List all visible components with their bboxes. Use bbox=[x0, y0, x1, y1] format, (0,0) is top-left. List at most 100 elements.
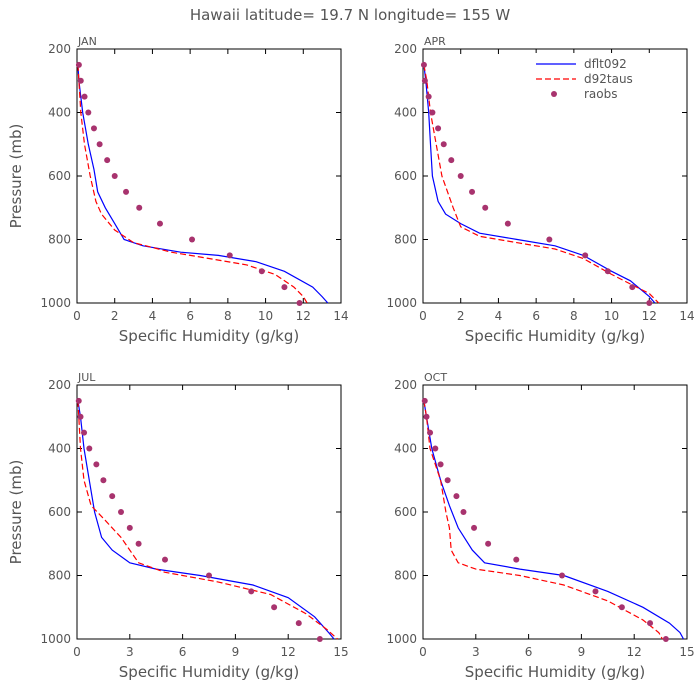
raobs-point bbox=[156, 220, 163, 227]
raobs-point bbox=[421, 397, 428, 404]
x-tick-label: 2 bbox=[457, 309, 465, 323]
raobs-point bbox=[258, 268, 265, 275]
plot-frame bbox=[76, 384, 342, 640]
panel-month-label: OCT bbox=[424, 371, 447, 384]
raobs-point bbox=[206, 572, 212, 579]
y-tick-label: 400 bbox=[394, 106, 417, 120]
raobs-point bbox=[504, 220, 511, 227]
raobs-point bbox=[646, 300, 653, 306]
raobs-point bbox=[662, 636, 669, 642]
x-tick-label: 2 bbox=[111, 309, 119, 323]
x-axis-label: Specific Humidity (g/kg) bbox=[119, 327, 299, 345]
series-line-d92taus bbox=[77, 400, 338, 640]
raobs-point bbox=[448, 157, 455, 164]
raobs-point bbox=[135, 540, 142, 547]
series-line-d92taus bbox=[423, 400, 663, 640]
series-line-dflt092 bbox=[77, 64, 329, 304]
series-line-dflt092 bbox=[423, 64, 656, 304]
x-tick-label: 0 bbox=[419, 645, 427, 659]
raobs-point bbox=[248, 588, 255, 595]
raobs-point bbox=[296, 300, 303, 306]
raobs-point bbox=[111, 173, 118, 179]
y-tick-label: 1000 bbox=[40, 632, 71, 646]
raobs-point bbox=[559, 572, 566, 579]
x-tick-label: 4 bbox=[149, 309, 157, 323]
panel-month-label: JUL bbox=[77, 371, 96, 384]
series-line-dflt092 bbox=[77, 400, 335, 640]
y-tick-label: 200 bbox=[48, 42, 71, 56]
legend-box bbox=[532, 53, 683, 101]
x-tick-label: 15 bbox=[333, 645, 348, 659]
raobs-point bbox=[271, 604, 278, 611]
y-tick-label: 400 bbox=[48, 106, 71, 120]
x-tick-label: 8 bbox=[224, 309, 232, 323]
series-line-d92taus bbox=[77, 64, 308, 304]
x-tick-label: 12 bbox=[627, 645, 642, 659]
x-tick-label: 10 bbox=[604, 309, 619, 323]
x-tick-label: 0 bbox=[419, 309, 427, 323]
raobs-point bbox=[136, 204, 143, 211]
raobs-point bbox=[86, 445, 93, 452]
panel-month-label: APR bbox=[424, 35, 446, 48]
raobs-point bbox=[281, 284, 288, 291]
y-tick-label: 200 bbox=[48, 378, 71, 392]
y-tick-label: 400 bbox=[394, 442, 417, 456]
raobs-point bbox=[118, 509, 124, 515]
x-axis-label: Specific Humidity (g/kg) bbox=[119, 663, 299, 681]
x-tick-label: 12 bbox=[281, 645, 296, 659]
raobs-point bbox=[457, 173, 464, 179]
raobs-point bbox=[75, 61, 82, 68]
x-tick-label: 10 bbox=[258, 309, 273, 323]
legend-label-d92taus: d92taus bbox=[584, 72, 633, 86]
raobs-point bbox=[444, 477, 451, 484]
raobs-point bbox=[453, 493, 460, 500]
x-tick-label: 6 bbox=[186, 309, 194, 323]
raobs-point bbox=[162, 556, 168, 563]
legend-label-raobs: raobs bbox=[584, 87, 618, 101]
raobs-point bbox=[123, 188, 130, 195]
x-tick-label: 6 bbox=[525, 645, 533, 659]
raobs-point bbox=[432, 445, 439, 452]
raobs-point bbox=[437, 461, 444, 468]
raobs-point bbox=[96, 141, 103, 148]
panel-oct: OCT 0 3 6 9 12 15 200 400 600 800 1000 Specific Humi… bbox=[386, 371, 694, 681]
raobs-point bbox=[75, 397, 82, 404]
raobs-point bbox=[295, 620, 302, 627]
y-tick-label: 600 bbox=[394, 169, 417, 183]
legend-label-dflt092: dflt092 bbox=[584, 57, 627, 71]
x-tick-label: 4 bbox=[495, 309, 503, 323]
series-line-dflt092 bbox=[423, 400, 685, 640]
y-axis-label: Pressure (mb) bbox=[7, 460, 25, 565]
raobs-point bbox=[546, 236, 553, 243]
raobs-point bbox=[460, 509, 467, 515]
y-tick-label: 1000 bbox=[386, 632, 417, 646]
panel-jan: JAN 0 2 4 6 8 10 12 14 200 400 600 800 1000 Specific H… bbox=[7, 35, 349, 345]
raobs-point bbox=[440, 141, 447, 148]
raobs-point bbox=[85, 109, 92, 116]
y-tick-label: 800 bbox=[394, 569, 417, 583]
y-tick-label: 200 bbox=[394, 42, 417, 56]
raobs-point bbox=[425, 93, 432, 100]
raobs-point bbox=[81, 429, 88, 436]
y-axis-label: Pressure (mb) bbox=[7, 124, 25, 229]
x-axis-label: Specific Humidity (g/kg) bbox=[465, 663, 645, 681]
y-tick-label: 400 bbox=[48, 442, 71, 456]
raobs-point bbox=[471, 524, 478, 531]
raobs-point bbox=[482, 204, 489, 211]
y-tick-label: 200 bbox=[394, 378, 417, 392]
x-tick-label: 12 bbox=[642, 309, 657, 323]
raobs-point bbox=[77, 413, 84, 420]
x-tick-label: 3 bbox=[126, 645, 134, 659]
x-tick-label: 12 bbox=[296, 309, 311, 323]
series-line-d92taus bbox=[423, 64, 660, 304]
raobs-point bbox=[429, 109, 436, 116]
raobs-point bbox=[629, 284, 636, 291]
panel-month-label: JAN bbox=[77, 35, 97, 48]
raobs-point bbox=[109, 493, 116, 500]
raobs-point bbox=[226, 252, 233, 259]
y-tick-label: 600 bbox=[48, 169, 71, 183]
y-tick-label: 800 bbox=[394, 233, 417, 247]
x-tick-label: 6 bbox=[179, 645, 187, 659]
